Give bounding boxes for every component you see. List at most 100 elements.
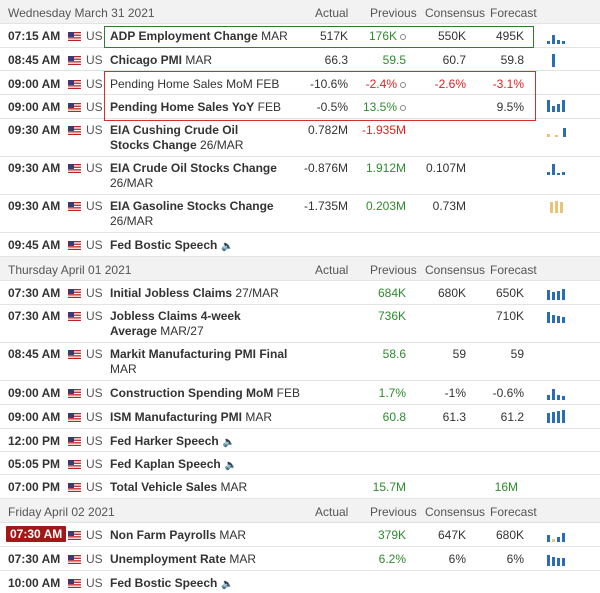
event-country: US [86, 309, 103, 323]
event-row[interactable]: 07:30 AM US Non Farm Payrolls MAR 379K 6… [0, 523, 600, 547]
us-flag-icon [68, 555, 81, 564]
event-time: 07:15 AM [8, 29, 61, 43]
sparkline-chart-icon[interactable] [547, 552, 569, 566]
col-previous-header: Previous [370, 6, 417, 20]
us-flag-icon [68, 80, 81, 89]
event-actual: 0.782M [307, 123, 348, 137]
event-actual: -0.5% [316, 100, 348, 114]
sparkline-chart-icon[interactable] [547, 528, 569, 542]
event-row[interactable]: 12:00 PM US Fed Harker Speech 🔈 [0, 429, 600, 452]
event-name[interactable]: Initial Jobless Claims 27/MAR [110, 286, 279, 300]
event-name[interactable]: Construction Spending MoM FEB [110, 386, 300, 400]
highlight-box-red [104, 71, 536, 121]
sparkline-chart-icon[interactable] [547, 386, 569, 400]
event-name[interactable]: Pending Home Sales YoY FEB [110, 100, 281, 114]
event-row[interactable]: 07:30 AM US Initial Jobless Claims 27/MA… [0, 281, 600, 305]
event-country: US [86, 238, 103, 252]
event-time: 09:45 AM [8, 238, 61, 252]
event-forecast: 59.8 [500, 53, 524, 67]
event-row[interactable]: 09:00 AM US Pending Home Sales YoY FEB -… [0, 95, 600, 119]
speaker-icon: 🔈 [224, 460, 238, 471]
us-flag-icon [68, 164, 81, 173]
speaker-icon: 🔈 [222, 437, 236, 448]
col-consensus-header: Consensus [425, 6, 486, 20]
event-name[interactable]: EIA Cushing Crude Oil Stocks Change 26/M… [110, 123, 244, 152]
event-row[interactable]: 07:30 AM US Jobless Claims 4-week Averag… [0, 305, 600, 343]
event-previous: 60.8 [382, 410, 406, 424]
event-forecast: 16M [494, 480, 518, 494]
event-name[interactable]: Fed Bostic Speech 🔈 [110, 576, 234, 590]
col-forecast-header: Forecast [490, 263, 537, 277]
col-actual-header: Actual [315, 505, 349, 519]
event-name[interactable]: Pending Home Sales MoM FEB [110, 77, 280, 91]
event-row[interactable]: 07:15 AM US ADP Employment Change MAR 51… [0, 24, 600, 48]
revised-icon [400, 33, 406, 40]
event-name[interactable]: Fed Kaplan Speech 🔈 [110, 457, 238, 471]
event-name[interactable]: Unemployment Rate MAR [110, 552, 257, 566]
sparkline-chart-icon[interactable] [547, 123, 569, 137]
event-consensus: 647K [437, 528, 466, 542]
event-actual: -1.735M [303, 199, 348, 213]
event-row[interactable]: 09:30 AM US EIA Crude Oil Stocks Change … [0, 157, 600, 195]
event-forecast: 650K [495, 286, 524, 300]
event-forecast: 680K [495, 528, 524, 542]
event-consensus: 550K [437, 29, 466, 43]
event-name[interactable]: Fed Harker Speech 🔈 [110, 434, 236, 448]
event-name[interactable]: Non Farm Payrolls MAR [110, 528, 247, 542]
event-row[interactable]: 09:00 AM US ISM Manufacturing PMI MAR 60… [0, 405, 600, 429]
sparkline-chart-icon[interactable] [547, 409, 569, 423]
sparkline-chart-icon[interactable] [547, 30, 569, 44]
event-row[interactable]: 08:45 AM US Markit Manufacturing PMI Fin… [0, 343, 600, 381]
sparkline-chart-icon[interactable] [547, 199, 569, 213]
event-name[interactable]: Jobless Claims 4-week Average MAR/27 [110, 309, 241, 338]
event-name[interactable]: EIA Gasoline Stocks Change 26/MAR [110, 199, 274, 228]
sparkline-chart-icon[interactable] [547, 286, 569, 300]
event-previous: 1.7% [378, 386, 406, 400]
event-forecast: 9.5% [496, 100, 524, 114]
event-row[interactable]: 09:45 AM US Fed Bostic Speech 🔈 [0, 233, 600, 257]
us-flag-icon [68, 32, 81, 41]
sparkline-chart-icon[interactable] [547, 309, 569, 323]
event-country: US [86, 434, 103, 448]
event-row[interactable]: 09:00 AM US Construction Spending MoM FE… [0, 381, 600, 405]
event-name[interactable]: Fed Bostic Speech 🔈 [110, 238, 234, 252]
us-flag-icon [68, 460, 81, 469]
us-flag-icon [68, 202, 81, 211]
event-time: 05:05 PM [8, 457, 61, 471]
event-row[interactable]: 09:30 AM US EIA Gasoline Stocks Change 2… [0, 195, 600, 233]
sparkline-chart-icon[interactable] [547, 161, 569, 175]
event-row[interactable]: 07:00 PM US Total Vehicle Sales MAR 15.7… [0, 475, 600, 499]
col-actual-header: Actual [315, 263, 349, 277]
us-flag-icon [68, 483, 81, 492]
event-actual: -10.6% [309, 77, 348, 91]
event-row[interactable]: 09:00 AM US Pending Home Sales MoM FEB -… [0, 71, 600, 95]
sparkline-chart-icon[interactable] [547, 98, 569, 112]
event-name[interactable]: ISM Manufacturing PMI MAR [110, 410, 273, 424]
event-forecast: -3.1% [492, 77, 524, 91]
event-name[interactable]: Total Vehicle Sales MAR [110, 480, 248, 494]
event-row[interactable]: 05:05 PM US Fed Kaplan Speech 🔈 [0, 452, 600, 475]
event-name[interactable]: Markit Manufacturing PMI Final MAR [110, 347, 288, 376]
col-forecast-header: Forecast [490, 6, 537, 20]
event-actual: 517K [319, 29, 348, 43]
day-date: Thursday April 01 2021 [8, 263, 132, 277]
us-flag-icon [68, 350, 81, 359]
event-row[interactable]: 10:00 AM US Fed Bostic Speech 🔈 [0, 571, 600, 591]
day-header: Friday April 02 2021 Actual Previous Con… [0, 499, 600, 523]
event-time: 10:00 AM [8, 576, 61, 590]
event-name[interactable]: Chicago PMI MAR [110, 53, 213, 67]
event-country: US [86, 386, 103, 400]
event-row[interactable]: 09:30 AM US EIA Cushing Crude Oil Stocks… [0, 119, 600, 157]
day-date: Friday April 02 2021 [8, 505, 115, 519]
event-row[interactable]: 07:30 AM US Unemployment Rate MAR 6.2% 6… [0, 547, 600, 571]
event-row[interactable]: 08:45 AM US Chicago PMI MAR 66.3 59.5 60… [0, 48, 600, 71]
event-consensus: -1% [444, 386, 466, 400]
event-consensus: 59 [452, 347, 466, 361]
us-flag-icon [68, 531, 81, 540]
event-consensus: -2.6% [434, 77, 466, 91]
highlight-box-green [104, 26, 534, 48]
event-name[interactable]: ADP Employment Change MAR [110, 29, 288, 44]
event-name[interactable]: EIA Crude Oil Stocks Change 26/MAR [110, 161, 277, 190]
sparkline-chart-icon[interactable] [547, 53, 569, 67]
event-previous: 176K [369, 29, 406, 43]
